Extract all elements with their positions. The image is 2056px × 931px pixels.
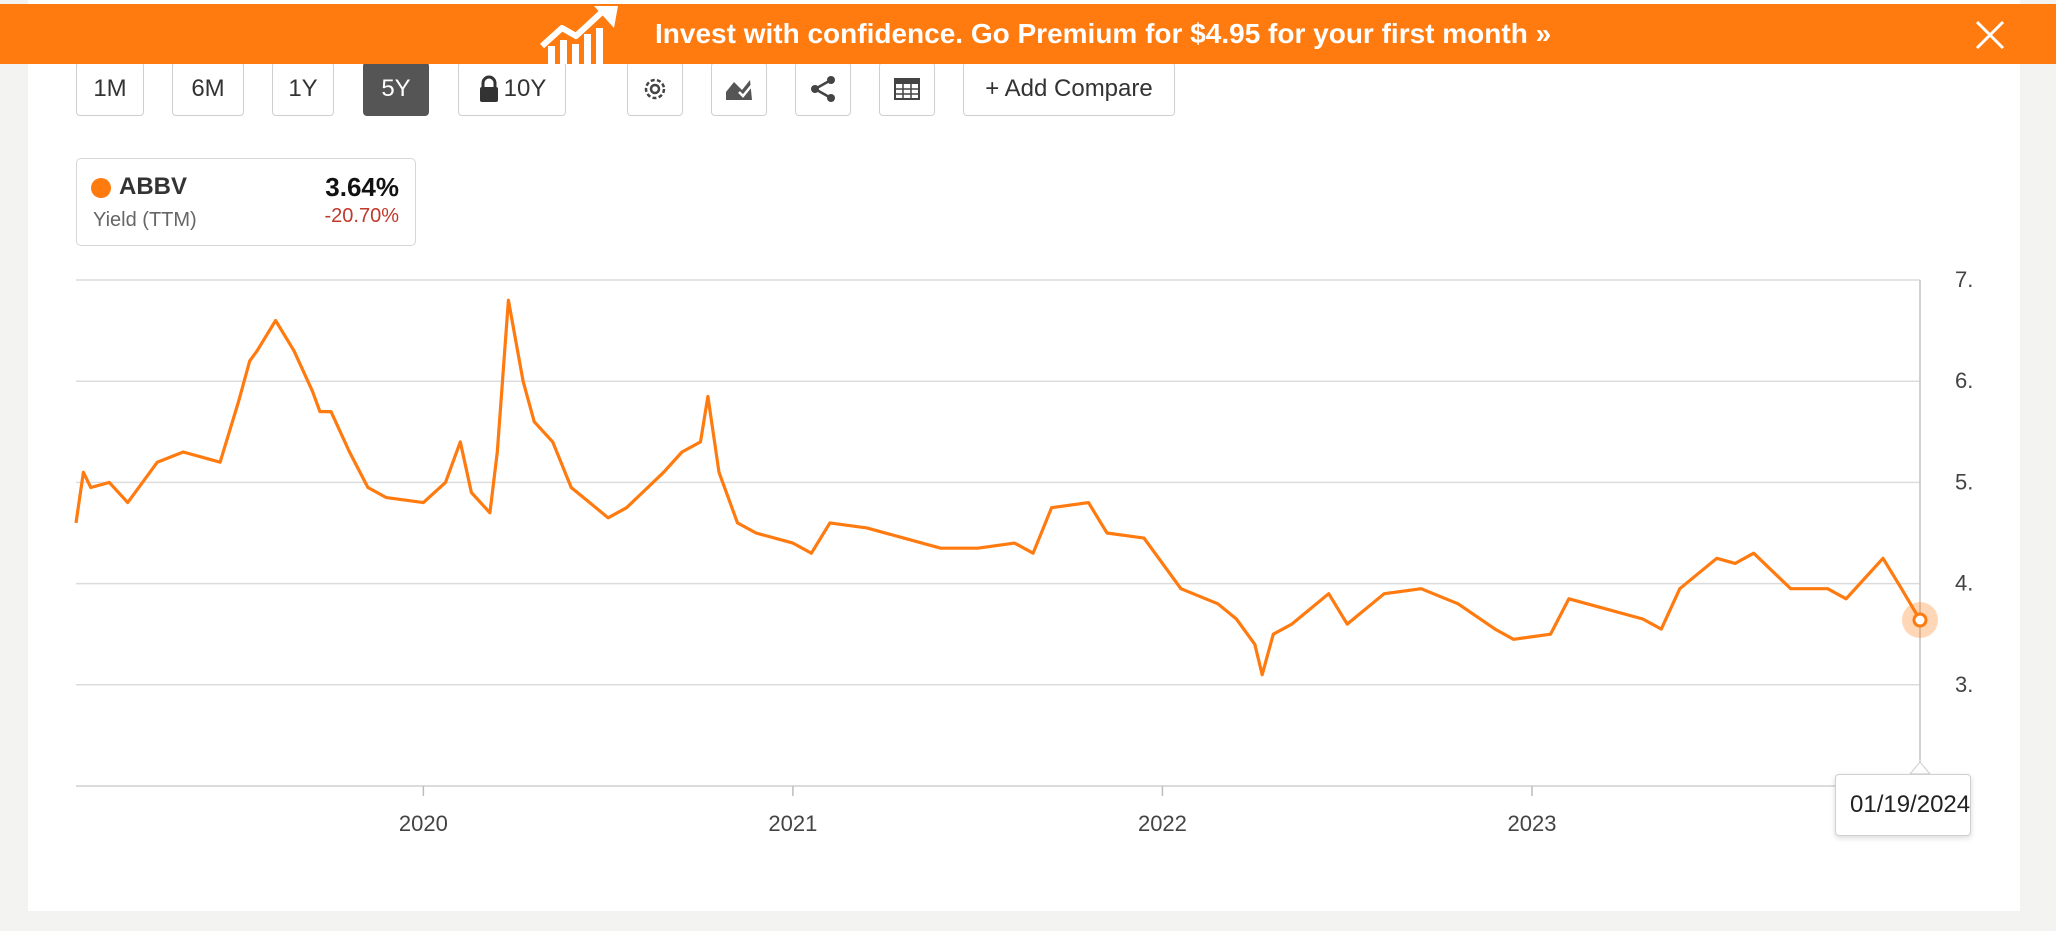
x-tick-label: 2020 <box>399 811 448 836</box>
chart-growth-icon <box>539 6 630 69</box>
legend-change: -20.70% <box>324 205 400 227</box>
lock-icon <box>478 75 500 103</box>
range-1y-button[interactable]: 1Y <box>272 62 334 116</box>
x-tick-label: 2022 <box>1138 811 1187 836</box>
hover-point <box>1912 612 1928 628</box>
legend-metric-label: Yield (TTM) <box>93 209 197 231</box>
range-6m-button[interactable]: 6M <box>172 62 244 116</box>
x-tick-label: 2023 <box>1508 811 1557 836</box>
settings-button[interactable] <box>627 62 683 116</box>
legend-color-dot <box>91 178 111 198</box>
y-tick-label: 3. <box>1955 672 1973 697</box>
legend-box: ABBV Yield (TTM) 3.64% -20.70% <box>76 158 416 246</box>
date-tooltip: 01/19/2024 <box>1835 774 1971 836</box>
legend-ticker: ABBV <box>119 173 188 200</box>
range-10y-label: 10Y <box>503 75 547 102</box>
gear-icon <box>641 75 669 103</box>
chart-card <box>28 0 2020 911</box>
y-tick-label: 4. <box>1955 571 1973 596</box>
share-icon <box>808 75 838 103</box>
range-1m-button[interactable]: 1M <box>76 62 144 116</box>
y-tick-label: 6. <box>1955 368 1973 393</box>
chart-type-button[interactable] <box>711 62 767 116</box>
chart-type-icon <box>724 76 754 102</box>
y-tick-label: 7. <box>1955 267 1973 292</box>
y-tick-label: 5. <box>1955 469 1973 494</box>
tooltip-pointer <box>1908 761 1932 775</box>
series-line-abbv <box>74 298 1922 677</box>
range-5y-button[interactable]: 5Y <box>363 62 429 116</box>
premium-banner[interactable]: Invest with confidence. Go Premium for $… <box>0 4 2056 64</box>
legend-value: 3.64% <box>325 172 399 202</box>
share-button[interactable] <box>795 62 851 116</box>
x-tick-label: 2021 <box>768 811 817 836</box>
banner-text[interactable]: Invest with confidence. Go Premium for $… <box>655 18 1552 49</box>
table-icon <box>893 77 921 101</box>
close-icon[interactable] <box>1975 20 2005 55</box>
table-button[interactable] <box>879 62 935 116</box>
